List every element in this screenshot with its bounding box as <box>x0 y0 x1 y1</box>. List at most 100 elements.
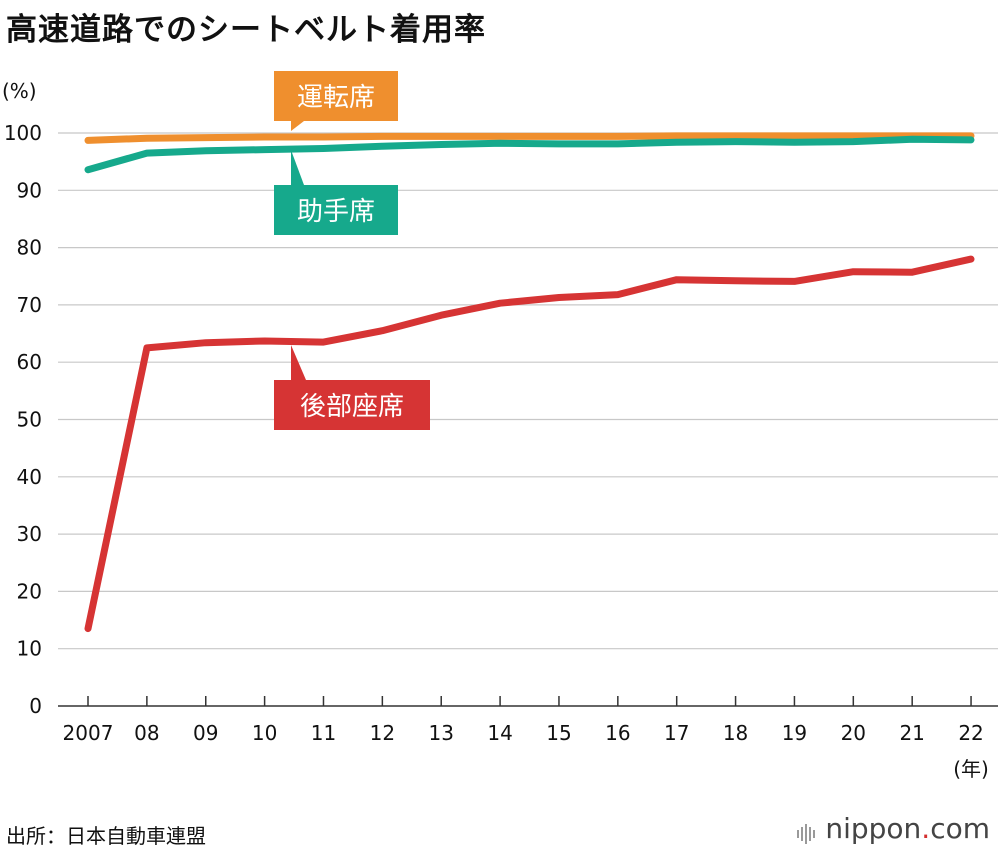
callout-box <box>274 71 398 121</box>
data-point <box>499 142 501 144</box>
data-point <box>499 302 501 304</box>
data-point <box>735 135 737 137</box>
x-tick-label: 08 <box>134 721 159 745</box>
data-point <box>440 135 442 137</box>
y-tick-label: 70 <box>17 293 42 317</box>
callout-2: 後部座席 <box>274 345 430 430</box>
data-point <box>205 342 207 344</box>
data-point <box>558 135 560 137</box>
y-tick-label: 100 <box>4 121 42 145</box>
x-tick-label: 14 <box>487 721 512 745</box>
callout-box <box>274 380 430 430</box>
x-tick-label: 20 <box>841 721 866 745</box>
x-tick-label: 21 <box>899 721 924 745</box>
data-point <box>499 135 501 137</box>
x-tick-label: 13 <box>428 721 453 745</box>
data-point <box>676 135 678 137</box>
data-point <box>264 136 266 138</box>
y-tick-label: 80 <box>17 236 42 260</box>
x-tick-label: 16 <box>605 721 630 745</box>
chart-title: 高速道路でのシートベルト着用率 <box>6 12 486 48</box>
y-tick-label: 10 <box>17 637 42 661</box>
data-point <box>911 271 913 273</box>
x-tick-label: 12 <box>370 721 395 745</box>
data-point <box>676 279 678 281</box>
data-point <box>911 138 913 140</box>
x-tick-label: 17 <box>664 721 689 745</box>
x-tick-label: 10 <box>252 721 277 745</box>
y-axis-unit: (%) <box>2 79 37 103</box>
data-point <box>146 137 148 139</box>
data-point <box>440 314 442 316</box>
data-point <box>735 280 737 282</box>
y-tick-label: 20 <box>17 579 42 603</box>
x-tick-label: 15 <box>546 721 571 745</box>
brand-bars-icon <box>797 816 819 844</box>
data-point <box>87 169 89 171</box>
data-point <box>146 152 148 154</box>
x-tick-label: 11 <box>311 721 336 745</box>
data-point <box>793 141 795 143</box>
y-tick-label: 90 <box>17 178 42 202</box>
data-point <box>440 143 442 145</box>
data-point <box>146 347 148 349</box>
data-point <box>381 145 383 147</box>
callout-0: 運転席 <box>274 71 398 131</box>
data-point <box>793 280 795 282</box>
x-tick-label: 2007 <box>63 721 114 745</box>
callout-box <box>274 185 398 235</box>
y-tick-label: 60 <box>17 350 42 374</box>
x-tick-label: 22 <box>958 721 983 745</box>
y-tick-label: 40 <box>17 465 42 489</box>
callout-1: 助手席 <box>274 150 398 235</box>
data-point <box>322 136 324 138</box>
callout-pointer <box>291 150 304 185</box>
axis-labels: 0 10 20 30 40 50 60 70 80 90 100 (%) 2007 08 09 10 11 12 1… <box>2 79 989 781</box>
gridlines <box>58 132 998 707</box>
x-tick-label: 19 <box>782 721 807 745</box>
data-point <box>87 139 89 141</box>
brand-name: nippon <box>825 812 922 845</box>
x-axis-unit: (年) <box>953 757 989 781</box>
callout-pointer <box>291 121 304 131</box>
series-lines <box>84 132 975 633</box>
data-point <box>735 141 737 143</box>
brand-dot: . <box>921 812 931 845</box>
series-label: 助手席 <box>297 197 375 227</box>
data-point <box>852 135 854 137</box>
data-point <box>322 147 324 149</box>
brand-logo: nippon.com <box>797 812 990 845</box>
data-point <box>87 628 89 630</box>
data-point <box>970 258 972 260</box>
series-line-0 <box>84 132 975 144</box>
data-point <box>852 141 854 143</box>
data-point <box>617 294 619 296</box>
data-point <box>205 150 207 152</box>
source-note: 出所：日本自動車連盟 <box>6 824 206 848</box>
data-point <box>617 143 619 145</box>
y-tick-label: 50 <box>17 408 42 432</box>
x-axis-ticks <box>87 696 972 706</box>
data-point <box>558 296 560 298</box>
y-tick-label: 0 <box>29 694 42 718</box>
brand-suffix: com <box>930 812 990 845</box>
data-point <box>322 341 324 343</box>
data-point <box>381 135 383 137</box>
x-tick-label: 09 <box>193 721 218 745</box>
data-point <box>264 149 266 151</box>
data-point <box>676 141 678 143</box>
data-point <box>793 135 795 137</box>
data-point <box>205 137 207 139</box>
data-point <box>264 340 266 342</box>
callout-pointer <box>291 345 306 380</box>
series-label: 後部座席 <box>300 392 404 422</box>
data-point <box>381 330 383 332</box>
data-point <box>617 135 619 137</box>
y-tick-label: 30 <box>17 522 42 546</box>
data-point <box>970 135 972 137</box>
data-point <box>852 271 854 273</box>
data-point <box>970 139 972 141</box>
x-tick-label: 18 <box>723 721 748 745</box>
